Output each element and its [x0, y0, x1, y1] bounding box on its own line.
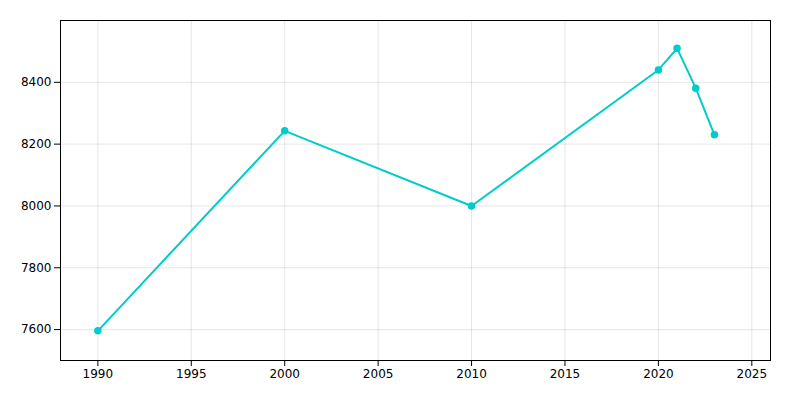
svg-text:2005: 2005: [363, 367, 394, 381]
svg-text:1990: 1990: [83, 367, 114, 381]
svg-text:8400: 8400: [21, 75, 52, 89]
svg-text:7600: 7600: [21, 322, 52, 336]
svg-text:2000: 2000: [269, 367, 300, 381]
svg-text:8000: 8000: [21, 199, 52, 213]
svg-text:2020: 2020: [643, 367, 674, 381]
svg-text:7800: 7800: [21, 261, 52, 275]
svg-text:2015: 2015: [550, 367, 581, 381]
svg-text:8200: 8200: [21, 137, 52, 151]
svg-text:1995: 1995: [176, 367, 207, 381]
svg-text:2025: 2025: [737, 367, 768, 381]
svg-text:2010: 2010: [456, 367, 487, 381]
